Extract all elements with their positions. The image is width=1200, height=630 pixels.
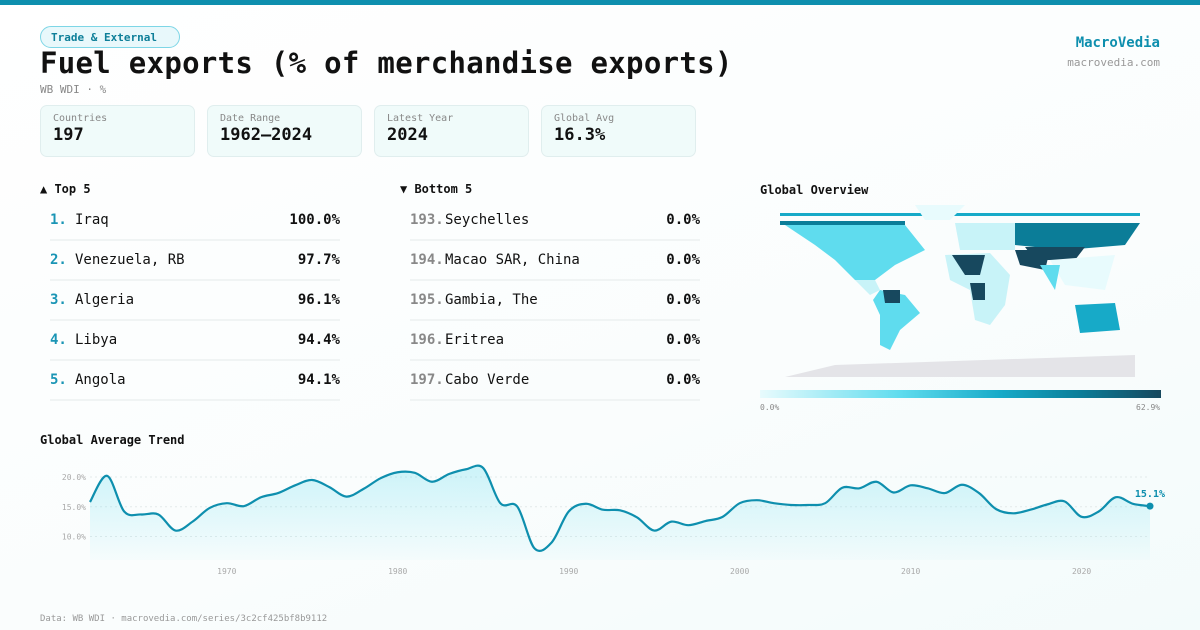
data-point [1146, 502, 1154, 510]
brand-logo[interactable]: MacroVedia [1075, 35, 1160, 51]
map-arctic-band [780, 221, 905, 225]
country-name: Algeria [75, 292, 135, 308]
country-name: Gambia, The [445, 292, 538, 308]
world-map[interactable] [775, 205, 1145, 380]
x-tick-label: 2010 [901, 567, 920, 576]
country-value: 96.1% [297, 292, 340, 308]
legend-min: 0.0% [760, 403, 780, 412]
country-name: Cabo Verde [445, 372, 530, 388]
list-item[interactable]: 196. Eritrea 0.0% [410, 321, 700, 361]
map-north-america [785, 225, 925, 280]
stat-label: Date Range [220, 113, 281, 124]
x-tick-label: 1980 [388, 567, 407, 576]
list-item[interactable]: 193. Seychelles 0.0% [410, 201, 700, 241]
x-tick-label: 1970 [217, 567, 236, 576]
x-tick-label: 1990 [559, 567, 578, 576]
end-value-label: 15.1% [1135, 489, 1165, 500]
list-item[interactable]: 2. Venezuela, RB 97.7% [50, 241, 340, 281]
map-central-america [855, 280, 880, 295]
map-north-africa [952, 255, 985, 275]
rank: 1. [50, 212, 67, 228]
bottom5-heading: ▼ Bottom 5 [400, 182, 473, 196]
rank: 2. [50, 252, 67, 268]
rank: 197. [410, 372, 444, 388]
stat-card-countries: Countries 197 [40, 105, 195, 157]
x-tick-label: 2000 [730, 567, 749, 576]
list-item[interactable]: 3. Algeria 96.1% [50, 281, 340, 321]
rank: 3. [50, 292, 67, 308]
list-item[interactable]: 4. Libya 94.4% [50, 321, 340, 361]
rank: 196. [410, 332, 444, 348]
country-name: Macao SAR, China [445, 252, 580, 268]
list-item[interactable]: 197. Cabo Verde 0.0% [410, 361, 700, 401]
country-name: Iraq [75, 212, 109, 228]
country-name: Eritrea [445, 332, 505, 348]
trend-area [90, 465, 1150, 560]
country-value: 94.1% [297, 372, 340, 388]
stat-value: 197 [53, 125, 84, 145]
stat-card-latest-year: Latest Year 2024 [374, 105, 529, 157]
country-value: 0.0% [666, 292, 700, 308]
rank: 4. [50, 332, 67, 348]
stat-value: 1962–2024 [220, 125, 313, 145]
map-greenland [915, 205, 965, 220]
map-angola-region [970, 283, 985, 300]
top5-list: 1. Iraq 100.0% 2. Venezuela, RB 97.7% 3. Algeri… [50, 201, 340, 401]
stat-value: 2024 [387, 125, 428, 145]
y-tick-label: 20.0% [62, 473, 86, 482]
stat-label: Latest Year [387, 113, 454, 124]
country-value: 0.0% [666, 212, 700, 228]
map-central-asia [1025, 247, 1085, 260]
trend-chart-title: Global Average Trend [40, 433, 185, 447]
country-value: 0.0% [666, 372, 700, 388]
country-name: Libya [75, 332, 118, 348]
map-east-asia [1050, 255, 1115, 290]
brand-url[interactable]: macrovedia.com [1067, 56, 1160, 69]
y-tick-label: 15.0% [62, 503, 86, 512]
map-venezuela [883, 290, 900, 303]
y-tick-label: 10.0% [62, 533, 86, 542]
map-australia [1075, 303, 1120, 333]
stat-card-global-avg: Global Avg 16.3% [541, 105, 696, 157]
country-value: 100.0% [289, 212, 340, 228]
map-europe [955, 223, 1015, 250]
country-value: 0.0% [666, 252, 700, 268]
list-item[interactable]: 1. Iraq 100.0% [50, 201, 340, 241]
map-arctic-band [780, 213, 1140, 216]
bottom5-list: 193. Seychelles 0.0% 194. Macao SAR, China 0.… [410, 201, 700, 401]
x-tick-label: 2020 [1072, 567, 1091, 576]
stat-value: 16.3% [554, 125, 606, 145]
map-antarctica [785, 355, 1135, 377]
rank: 5. [50, 372, 67, 388]
stat-card-date-range: Date Range 1962–2024 [207, 105, 362, 157]
top-accent-bar [0, 0, 1200, 5]
country-name: Seychelles [445, 212, 530, 228]
category-tag[interactable]: Trade & External [40, 26, 180, 48]
rank: 194. [410, 252, 444, 268]
country-value: 94.4% [297, 332, 340, 348]
legend-max: 62.9% [1136, 403, 1161, 412]
map-heading: Global Overview [760, 183, 869, 197]
stat-label: Countries [53, 113, 108, 124]
footer-source: Data: WB WDI · macrovedia.com/series/3c2… [40, 614, 328, 624]
list-item[interactable]: 5. Angola 94.1% [50, 361, 340, 401]
top5-heading: ▲ Top 5 [40, 182, 91, 196]
map-south-america [873, 290, 920, 350]
country-name: Venezuela, RB [75, 252, 185, 268]
trend-line [89, 464, 1151, 552]
rank: 193. [410, 212, 444, 228]
map-russia [1015, 223, 1140, 250]
list-item[interactable]: 195. Gambia, The 0.0% [410, 281, 700, 321]
map-color-legend [760, 390, 1161, 398]
list-item[interactable]: 194. Macao SAR, China 0.0% [410, 241, 700, 281]
country-name: Angola [75, 372, 126, 388]
country-value: 0.0% [666, 332, 700, 348]
country-value: 97.7% [297, 252, 340, 268]
page-title: Fuel exports (% of merchandise exports) [40, 46, 733, 80]
map-india [1040, 265, 1060, 290]
rank: 195. [410, 292, 444, 308]
stat-label: Global Avg [554, 113, 615, 124]
subtitle: WB WDI · % [40, 83, 107, 96]
trend-chart[interactable]: 20.0% 15.0% 10.0% 1970 1980 1990 2000 2010 2020 1… [0, 455, 1200, 580]
